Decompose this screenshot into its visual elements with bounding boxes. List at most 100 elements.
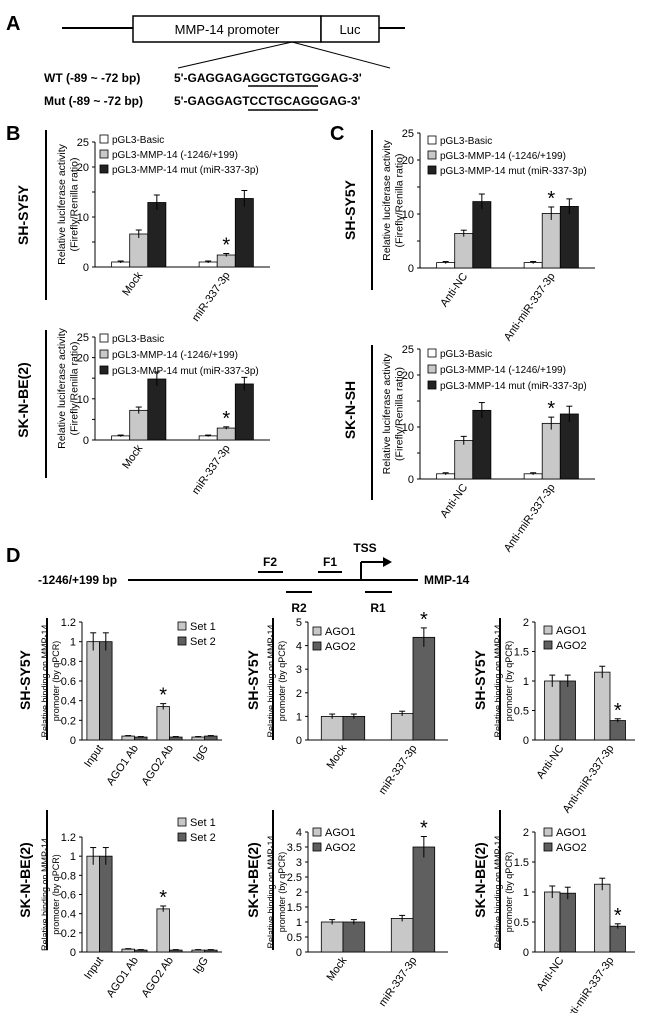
luc-label: Luc — [340, 22, 361, 37]
bar-ago1-mock — [320, 716, 344, 741]
legend-swatch-pgl3-mmp-14-mut-mir-337-3p — [99, 365, 109, 375]
luc-box — [320, 15, 380, 43]
panel-d-schematic: D -1246/+199 bp MMP-14 TSS F2 F1 R2 R1 — [6, 541, 470, 615]
panel-d-row2-cell-label-2: SK-N-BE(2) — [245, 842, 261, 917]
y-tick-label: 25 — [77, 332, 89, 344]
panel-b-row2-cell-label: SK-N-BE(2) — [15, 362, 31, 437]
zoom-line-left — [177, 41, 293, 69]
bar-ago1-mir-337-3p — [390, 918, 414, 953]
significance-star: * — [222, 235, 230, 257]
y-axis-title: Relative binding on MMP-14 — [40, 838, 50, 951]
legend-swatch-pgl3-basic — [427, 135, 437, 145]
y-tick-label: 25 — [77, 137, 89, 149]
y-tick-label: 2 — [296, 688, 302, 700]
y-tick-label: 25 — [402, 344, 414, 356]
range-label: -1246/+199 bp — [38, 573, 117, 587]
x-tick-label: AGO1 Ab — [104, 955, 140, 1000]
legend-label-pgl3-mmp-14-1246-199: pGL3-MMP-14 (-1246/+199) — [112, 350, 238, 361]
significance-star: * — [614, 905, 622, 927]
panel-a-letter: A — [6, 13, 20, 35]
y-tick-label: 3 — [296, 857, 302, 869]
legend-swatch-ago1 — [312, 626, 322, 636]
y-tick-label: 10 — [402, 209, 414, 221]
bar-pgl3-mmp-14-mut-mir-337-3p-mir-337-3p — [234, 198, 254, 268]
panel-d-row1-cell-label-3: SH-SY5Y — [472, 649, 488, 710]
x-tick-label: IgG — [191, 955, 211, 976]
x-tick-label: miR-337-3p — [190, 270, 233, 324]
y-tick-label: 0 — [296, 735, 302, 747]
chart-b1-sh-sy5y-luciferase: 0 10 20 25 Relative luciferase activity (Fire… — [56, 134, 270, 324]
legend-label-pgl3-mmp-14-1246-199: pGL3-MMP-14 (-1246/+199) — [440, 365, 566, 376]
bar-pgl3-mmp-14-1246-199-mir-337-3p — [216, 427, 236, 441]
y-tick-label: 0.4 — [61, 696, 76, 708]
legend-label-pgl3-mmp-14-mut-mir-337-3p: pGL3-MMP-14 mut (miR-337-3p) — [112, 165, 259, 176]
y-tick-label: 4 — [296, 827, 302, 839]
legend-swatch-ago2 — [312, 842, 322, 852]
legend-label-set-2: Set 2 — [190, 636, 216, 648]
y-tick-label: 0 — [83, 435, 89, 447]
legend-label-pgl3-mmp-14-mut-mir-337-3p: pGL3-MMP-14 mut (miR-337-3p) — [112, 366, 259, 377]
panel-d-row2-cell-label-1: SK-N-BE(2) — [17, 842, 33, 917]
y-tick-label: 2 — [523, 617, 529, 629]
bar-ago1-mir-337-3p — [390, 713, 414, 741]
x-tick-label: AGO2 Ab — [139, 955, 175, 1000]
primer-f1-label: F1 — [323, 555, 337, 569]
bar-pgl3-mmp-14-1246-199-mock — [129, 409, 149, 441]
bar-set-1-input — [86, 855, 100, 953]
significance-star: * — [222, 408, 230, 430]
x-tick-label: Anti-miR-337-3p — [502, 482, 558, 554]
legend-swatch-pgl3-mmp-14-1246-199 — [99, 349, 109, 359]
bar-ago2-mir-337-3p — [412, 636, 436, 741]
legend-label-ago2: AGO2 — [325, 641, 356, 653]
y-tick-label: 0 — [70, 735, 76, 747]
bar-pgl3-mmp-14-mut-mir-337-3p-anti-nc — [472, 409, 492, 480]
y-tick-label: 1 — [523, 887, 529, 899]
y-tick-label: 20 — [77, 353, 89, 365]
bar-ago2-anti-mir-337-3p — [609, 720, 626, 741]
bar-set-1-input — [86, 641, 100, 741]
legend-label-pgl3-basic: pGL3-Basic — [112, 334, 164, 345]
bar-ago1-anti-nc — [544, 680, 561, 741]
panel-d-row1-cell-label-1: SH-SY5Y — [17, 649, 33, 710]
legend-swatch-pgl3-mmp-14-mut-mir-337-3p — [427, 165, 437, 175]
y-tick-label: 2 — [296, 887, 302, 899]
y-axis-title-line2: (Firefly/Renilla ratio) — [69, 158, 81, 252]
primer-r1-label: R1 — [370, 601, 386, 615]
bar-pgl3-mmp-14-1246-199-anti-mir-337-3p — [541, 213, 561, 269]
panel-b-letter: B — [6, 123, 20, 145]
promoter-label: MMP-14 promoter — [175, 22, 280, 37]
y-axis-title: Relative binding on MMP-14 — [266, 624, 276, 737]
y-axis-title-line2: promoter (by qPCR) — [504, 852, 514, 933]
y-tick-label: 0 — [70, 947, 76, 959]
bar-pgl3-mmp-14-mut-mir-337-3p-anti-mir-337-3p — [559, 413, 579, 480]
y-axis-title-line2: promoter (by qPCR) — [277, 641, 287, 722]
legend-swatch-ago2 — [312, 641, 322, 651]
panel-d-row2-cell-label-3: SK-N-BE(2) — [472, 842, 488, 917]
significance-star: * — [420, 609, 428, 631]
bar-pgl3-mmp-14-mut-mir-337-3p-anti-nc — [472, 201, 492, 269]
bar-ago2-mock — [342, 716, 366, 741]
y-tick-label: 1.5 — [514, 647, 529, 659]
bar-pgl3-mmp-14-mut-mir-337-3p-mock — [147, 202, 167, 268]
zoom-line-right — [291, 41, 391, 69]
bar-pgl3-mmp-14-1246-199-mock — [129, 233, 149, 268]
legend-label-pgl3-mmp-14-1246-199: pGL3-MMP-14 (-1246/+199) — [440, 151, 566, 162]
y-tick-label: 0.4 — [61, 909, 76, 921]
y-axis-title-line2: promoter (by qPCR) — [277, 852, 287, 933]
legend-swatch-pgl3-mmp-14-1246-199 — [427, 364, 437, 374]
legend-label-pgl3-basic: pGL3-Basic — [440, 349, 492, 360]
x-tick-label: miR-337-3p — [190, 443, 233, 497]
y-axis-title-line2: promoter (by qPCR) — [51, 641, 61, 722]
y-tick-label: 10 — [77, 212, 89, 224]
x-tick-label: Anti-NC — [535, 955, 567, 993]
y-axis-title: Relative binding on MMP-14 — [266, 835, 276, 948]
legend-label-ago2: AGO2 — [556, 640, 587, 652]
legend-label-pgl3-basic: pGL3-Basic — [112, 135, 164, 146]
x-tick-label: Anti-NC — [535, 743, 567, 781]
bar-ago2-mock — [342, 921, 366, 953]
y-axis-title: Relative binding on MMP-14 — [40, 624, 50, 737]
wt-label: WT (-89 ~ -72 bp) — [44, 71, 140, 85]
y-tick-label: 0.2 — [61, 715, 76, 727]
bar-pgl3-mmp-14-mut-mir-337-3p-mir-337-3p — [234, 383, 254, 441]
